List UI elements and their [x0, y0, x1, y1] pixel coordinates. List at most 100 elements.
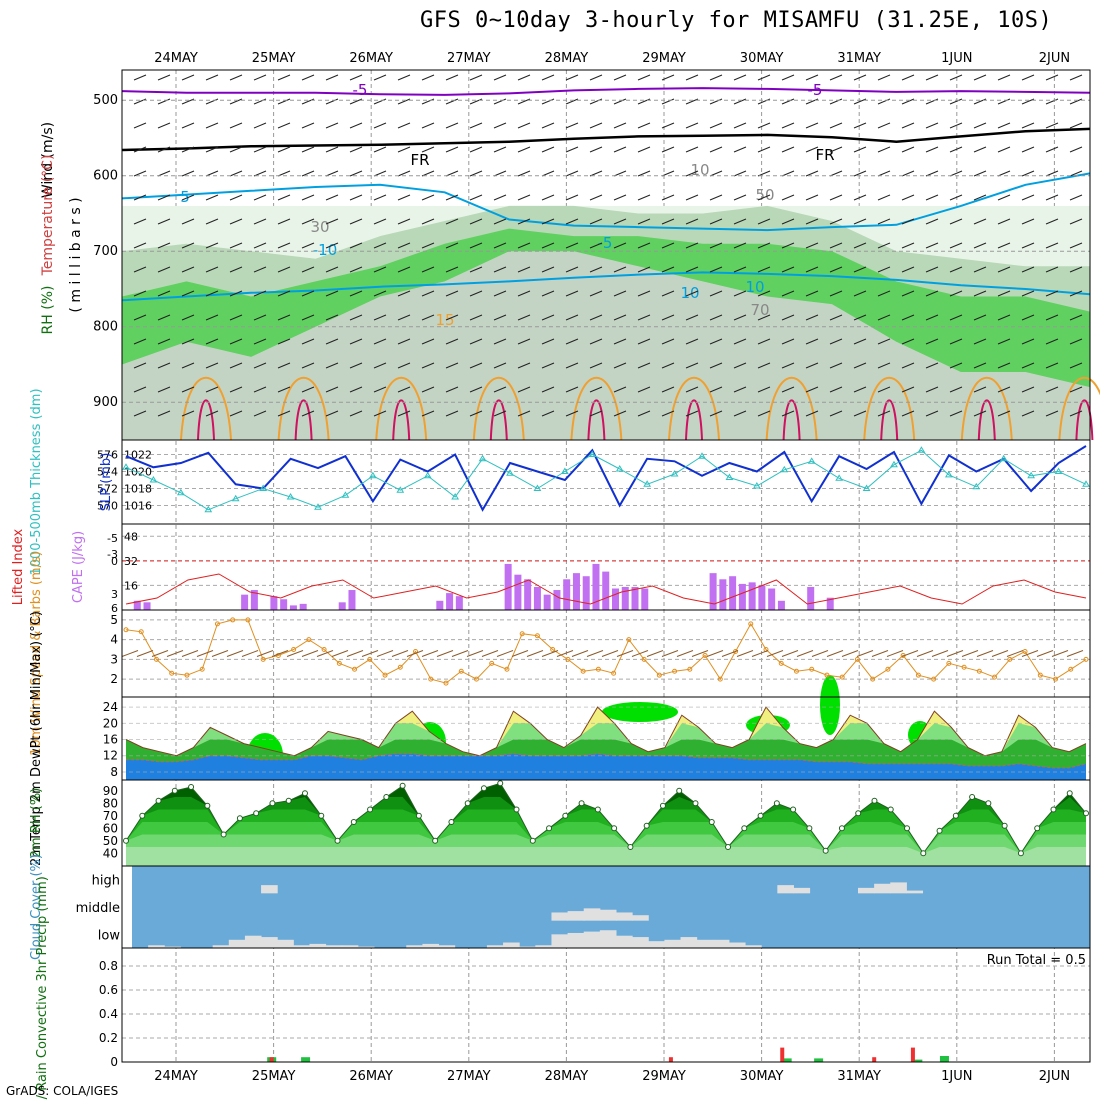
- wind-speed-point: [595, 666, 601, 672]
- surface-wind-barb: [196, 650, 214, 657]
- upper-wind-barb: [925, 290, 939, 297]
- upper-wind-barb: [445, 386, 459, 393]
- cloud-axis-label: Cloud Cover (%): [29, 854, 44, 960]
- upper-wind-barb: [1045, 194, 1059, 201]
- upper-wind-barb: [829, 146, 843, 153]
- rh2m-point: [773, 800, 780, 807]
- wind-speed-point: [992, 674, 998, 680]
- upper-wind-barb: [661, 122, 675, 129]
- upper-wind-barb: [877, 410, 891, 417]
- cape-bar: [621, 586, 629, 610]
- upper-wind-barb: [589, 386, 603, 393]
- upper-wind-barb: [1021, 122, 1035, 129]
- upper-wind-barb: [781, 314, 795, 321]
- upper-wind-barb: [637, 386, 651, 393]
- upper-wind-barb: [613, 362, 627, 369]
- upper-wind-barb: [253, 290, 267, 297]
- precip-tick: 0: [110, 1055, 118, 1069]
- surface-wind-barb: [436, 650, 454, 657]
- temp-contour-15: [277, 376, 330, 441]
- thickness-point: [149, 476, 158, 483]
- upper-wind-barb: [373, 74, 387, 81]
- rh2m-area: [126, 847, 1086, 866]
- upper-wind-barb: [997, 122, 1011, 129]
- bottom-date-label: 26MAY: [349, 1069, 393, 1084]
- upper-wind-barb: [1069, 98, 1083, 105]
- thickness-point: [835, 474, 844, 481]
- upper-wind-barb: [685, 266, 699, 273]
- upper-wind-barb: [349, 194, 363, 201]
- upper-wind-barb: [493, 362, 507, 369]
- bottom-date-label: 2JUN: [1039, 1069, 1070, 1084]
- wind-speed-point: [641, 656, 647, 662]
- slp-tick: 1016: [124, 500, 152, 513]
- rh2m-point: [1050, 806, 1057, 813]
- rh2m-point: [578, 800, 585, 807]
- upper-wind-barb: [541, 218, 555, 225]
- upper-wind-barb: [1021, 242, 1035, 249]
- upper-wind-barb: [493, 98, 507, 105]
- upper-wind-barb: [1021, 386, 1035, 393]
- upper-wind-barb: [253, 410, 267, 417]
- upper-wind-barb: [925, 242, 939, 249]
- upper-wind-barb: [973, 74, 987, 81]
- upper-wind-barb: [277, 218, 291, 225]
- bottom-date-label: 27MAY: [447, 1069, 491, 1084]
- upper-wind-barb: [997, 242, 1011, 249]
- upper-wind-barb: [469, 290, 483, 297]
- wind-speed-point: [1037, 672, 1043, 678]
- surface-wind-barb: [676, 650, 694, 657]
- upper-wind-barb: [349, 122, 363, 129]
- surface-wind-barb: [736, 650, 754, 657]
- upper-wind-barb: [517, 362, 531, 369]
- upper-wind-barb: [757, 218, 771, 225]
- rh2m-point: [871, 797, 878, 804]
- upper-wind-barb: [829, 362, 843, 369]
- temp-contour-20: [782, 399, 801, 441]
- upper-wind-barb: [205, 194, 219, 201]
- bottom-date-label: 24MAY: [154, 1069, 198, 1084]
- upper-wind-barb: [445, 98, 459, 105]
- cloud-low-block: [664, 939, 682, 948]
- upper-wind-barb: [589, 242, 603, 249]
- top-date-label: 24MAY: [154, 51, 198, 66]
- upper-wind-barb: [133, 290, 147, 297]
- surface-wind-barb: [346, 650, 364, 657]
- upper-wind-barb: [301, 386, 315, 393]
- wind-speed-point: [961, 664, 967, 670]
- surface-wind-barb: [256, 650, 274, 657]
- upper-wind-barb: [613, 290, 627, 297]
- upper-wind-barb: [541, 362, 555, 369]
- upper-wind-barb: [181, 218, 195, 225]
- upper-wind-barb: [781, 170, 795, 177]
- rh2m-point: [887, 806, 894, 813]
- upper-wind-barb: [421, 170, 435, 177]
- upper-wind-barb: [373, 242, 387, 249]
- surface-wind-barb: [586, 650, 604, 657]
- upper-wind-barb: [829, 410, 843, 417]
- thickness-point: [478, 454, 487, 462]
- rh2m-point: [253, 810, 260, 817]
- upper-wind-barb: [469, 146, 483, 153]
- upper-wind-barb: [589, 314, 603, 321]
- cape-bar: [612, 588, 619, 610]
- precip-axis-label: Total / Rain Convective 3hr Precip (mm): [35, 876, 50, 1100]
- upper-wind-barb: [565, 314, 579, 321]
- upper-wind-barb: [445, 338, 459, 345]
- wind-speed-point: [656, 672, 662, 678]
- temp-tick: 24: [103, 700, 118, 714]
- upper-wind-barb: [877, 146, 891, 153]
- upper-wind-barb: [805, 290, 819, 297]
- upper-wind-barb: [949, 218, 963, 225]
- wind-tick: 5: [110, 613, 118, 627]
- upper-wind-barb: [973, 170, 987, 177]
- precip-tick: 0.4: [99, 1007, 118, 1021]
- upper-wind-barb: [157, 362, 171, 369]
- upper-wind-barb: [541, 314, 555, 321]
- upper-wind-barb: [253, 314, 267, 321]
- cloud-low-block: [277, 939, 294, 948]
- upper-wind-barb: [325, 338, 339, 345]
- cloud-high-block: [793, 887, 811, 894]
- upper-wind-barb: [733, 314, 747, 321]
- upper-wind-barb: [205, 122, 219, 129]
